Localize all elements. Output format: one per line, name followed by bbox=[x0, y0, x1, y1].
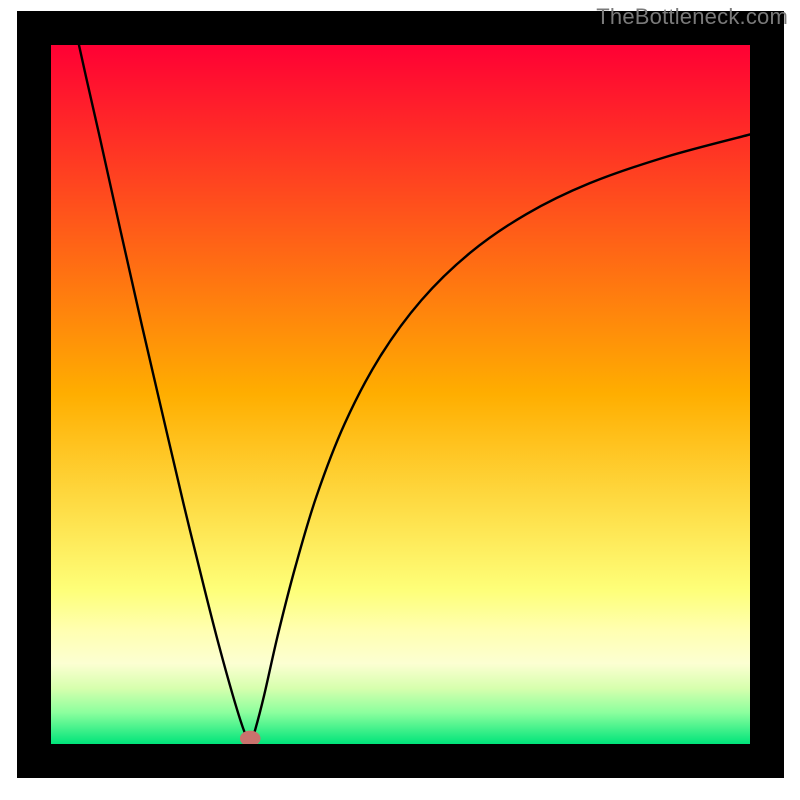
watermark-text: TheBottleneck.com bbox=[596, 4, 788, 30]
plot-background bbox=[51, 45, 750, 744]
chart-container: TheBottleneck.com bbox=[0, 0, 800, 800]
optimum-marker bbox=[240, 731, 260, 746]
bottleneck-chart bbox=[0, 0, 800, 800]
